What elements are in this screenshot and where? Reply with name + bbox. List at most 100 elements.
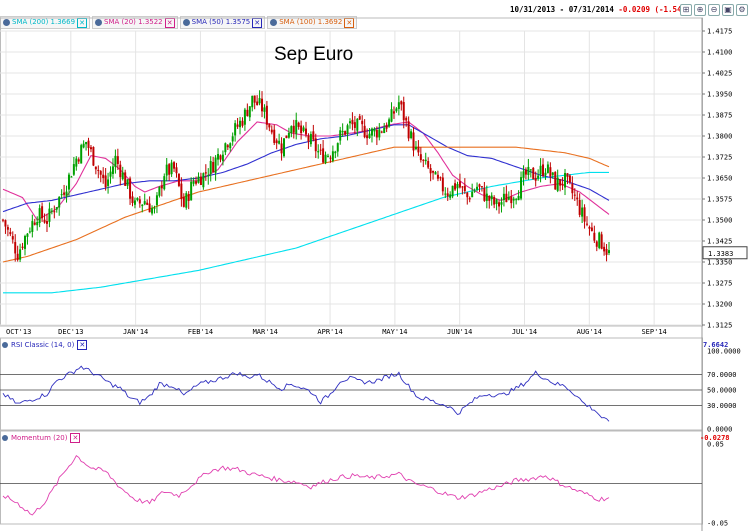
candle-body	[434, 172, 437, 175]
candle-body	[534, 177, 537, 181]
candle-body	[102, 174, 105, 179]
candle-body	[593, 232, 596, 241]
candle-body	[351, 119, 354, 125]
candle-body	[261, 98, 264, 112]
candle-body	[488, 196, 491, 201]
candle-body	[329, 157, 332, 159]
candle-body	[133, 200, 136, 205]
candle-body	[82, 143, 85, 148]
candle-body	[383, 127, 386, 134]
candle-body	[297, 122, 300, 127]
zoom-in-icon[interactable]: ⊞	[680, 4, 692, 16]
candle-body	[224, 143, 227, 153]
candle-body	[358, 116, 361, 120]
candle-body	[19, 249, 22, 260]
legend-sma-20[interactable]: SMA (20) 1.3522 ✕	[92, 16, 178, 29]
candle-body	[566, 173, 569, 177]
candle-body	[305, 128, 307, 135]
candle-body	[280, 143, 283, 154]
rsi-tick-label: 0.0000	[707, 426, 732, 434]
candle-body	[436, 174, 439, 179]
y-tick-label: 1.3350	[707, 259, 732, 267]
legend-sma-100[interactable]: SMA (100) 1.3692 ✕	[267, 16, 358, 29]
candle-body	[109, 171, 112, 177]
settings-icon[interactable]: ⚙	[736, 4, 748, 16]
candle-body	[111, 166, 114, 175]
candle-body	[549, 167, 552, 177]
candle-body	[221, 154, 224, 161]
candle-body	[380, 131, 383, 133]
candle-body	[551, 172, 554, 175]
candle-body	[573, 194, 576, 196]
candle-body	[275, 140, 278, 144]
candle-body	[253, 95, 256, 103]
candle-body	[241, 120, 244, 126]
candle-body	[231, 136, 234, 142]
candle-body	[388, 119, 391, 127]
candle-body	[236, 124, 239, 127]
candle-body	[4, 220, 7, 227]
candle-body	[454, 183, 457, 190]
momentum-label[interactable]: Momentum (20) ✕	[2, 433, 81, 443]
candle-body	[155, 195, 158, 206]
candle-body	[268, 124, 271, 128]
print-icon[interactable]: ▣	[722, 4, 734, 16]
sma-line	[2, 124, 610, 213]
legend-sma-50[interactable]: SMA (50) 1.3575 ✕	[179, 16, 266, 29]
candle-body	[336, 143, 339, 152]
candle-body	[143, 201, 146, 205]
candle-body	[209, 160, 212, 174]
candle-body	[300, 125, 303, 134]
candle-body	[114, 155, 117, 168]
candle-body	[515, 199, 518, 201]
candle-body	[199, 176, 202, 185]
top-bar: 10/31/2013 - 07/31/2014 -0.0209 (-1.54%)…	[0, 0, 750, 16]
zoom-reset-icon[interactable]: ⊖	[708, 4, 720, 16]
rsi-line	[2, 365, 610, 422]
candle-body	[195, 181, 198, 184]
y-tick-label: 1.3950	[707, 91, 732, 99]
candle-body	[92, 147, 95, 166]
candle-body	[446, 193, 449, 197]
candle-body	[590, 227, 593, 231]
candle-body	[116, 156, 119, 164]
y-tick-label: 1.4175	[707, 28, 732, 36]
close-icon[interactable]: ✕	[77, 340, 88, 350]
candle-body	[527, 166, 530, 175]
candle-body	[65, 191, 68, 197]
chart-toolbar: ⊞ ⊕ ⊖ ▣ ⚙	[680, 4, 748, 16]
candle-body	[146, 202, 149, 205]
candle-body	[168, 164, 171, 175]
candle-body	[468, 198, 471, 200]
candle-body	[326, 155, 329, 157]
close-icon[interactable]: ✕	[70, 433, 81, 443]
candle-body	[251, 95, 254, 108]
candle-body	[70, 176, 73, 178]
candle-body	[41, 206, 44, 219]
y-tick-label: 1.3725	[707, 154, 732, 162]
rsi-tick-label: 100.0000	[707, 348, 741, 356]
candle-body	[226, 145, 229, 148]
x-tick-label: JAN'14	[123, 328, 148, 336]
candle-body	[182, 196, 185, 207]
candle-body	[432, 170, 435, 173]
candle-body	[507, 196, 510, 200]
candle-body	[341, 130, 344, 133]
candle-body	[478, 184, 481, 187]
candle-body	[451, 185, 454, 197]
candle-body	[80, 145, 83, 164]
rsi-label[interactable]: RSI Classic (14, 0) ✕	[2, 340, 88, 350]
zoom-out-icon[interactable]: ⊕	[694, 4, 706, 16]
candle-body	[177, 173, 180, 186]
y-tick-label: 1.3500	[707, 217, 732, 225]
candle-body	[97, 169, 100, 171]
candle-body	[578, 199, 581, 215]
candle-body	[312, 131, 315, 140]
candle-body	[170, 162, 173, 175]
candle-body	[427, 161, 430, 168]
candle-body	[417, 146, 420, 153]
candle-body	[45, 221, 48, 224]
candle-body	[542, 164, 545, 176]
candle-body	[136, 197, 139, 201]
